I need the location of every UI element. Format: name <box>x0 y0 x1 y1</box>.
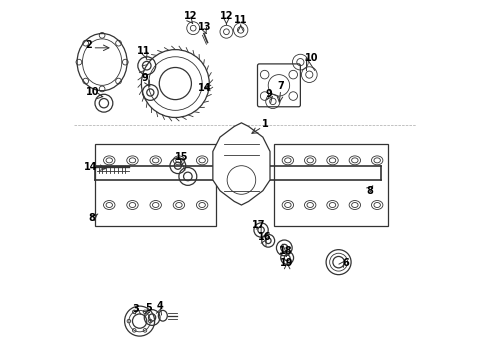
Text: 10: 10 <box>86 87 100 98</box>
Text: 2: 2 <box>85 40 92 50</box>
Text: 9: 9 <box>266 89 272 99</box>
Text: 19: 19 <box>280 258 294 268</box>
Polygon shape <box>213 123 270 205</box>
Text: 14: 14 <box>198 83 212 93</box>
Text: 3: 3 <box>133 303 140 314</box>
FancyBboxPatch shape <box>258 64 300 107</box>
Text: 15: 15 <box>174 152 188 162</box>
Text: 18: 18 <box>279 246 293 256</box>
Text: 10: 10 <box>305 53 319 63</box>
Text: 9: 9 <box>142 73 148 83</box>
Text: 14: 14 <box>84 162 98 172</box>
Text: 12: 12 <box>220 12 233 21</box>
Text: 11: 11 <box>136 46 150 56</box>
Text: 12: 12 <box>184 12 197 21</box>
Text: 11: 11 <box>234 15 247 25</box>
Text: 16: 16 <box>258 232 271 242</box>
Text: 8: 8 <box>89 212 96 222</box>
Text: 6: 6 <box>343 258 349 268</box>
Text: 5: 5 <box>145 303 152 313</box>
Text: 4: 4 <box>157 301 164 311</box>
Text: 13: 13 <box>198 22 212 32</box>
Text: 8: 8 <box>366 186 373 197</box>
Text: 1: 1 <box>262 118 269 129</box>
Text: 7: 7 <box>277 81 284 91</box>
Text: 17: 17 <box>252 220 265 230</box>
